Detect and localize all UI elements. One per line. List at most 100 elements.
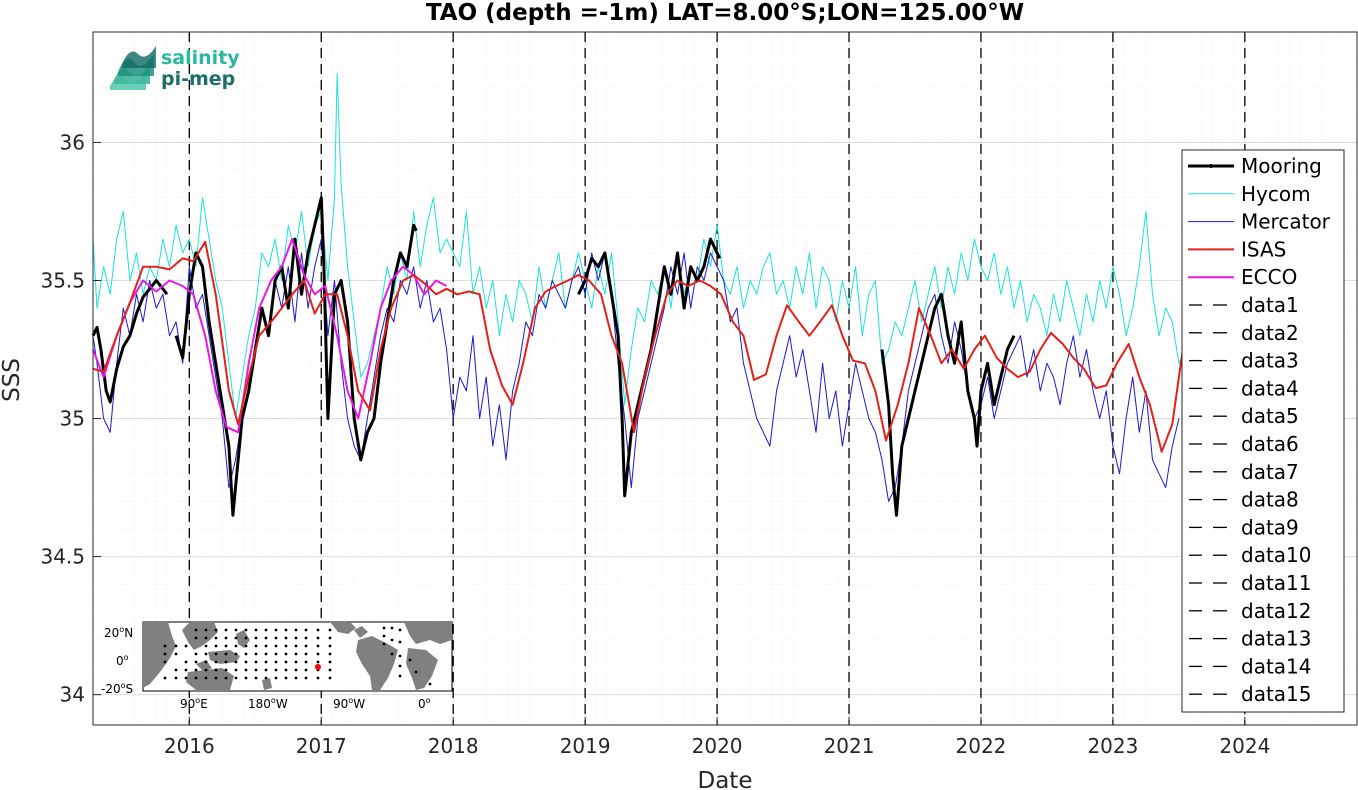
inset-map-station-dot (264, 676, 268, 680)
map-lon-label-90w-suffix: W (353, 697, 365, 711)
inset-map-station-dot (428, 682, 432, 686)
inset-map-station-dot (316, 628, 320, 632)
map-lon-label-0: 0o (418, 696, 431, 711)
inset-map-station-dot (244, 628, 248, 632)
series-line-hycom (92, 72, 1186, 419)
map-lon-label-0-value: 0 (418, 697, 426, 711)
legend-label: data4 (1241, 376, 1299, 400)
inset-map-station-dot (174, 668, 178, 672)
inset-map-station-dot (254, 636, 258, 640)
inset-map-station-dot (254, 660, 258, 664)
inset-map-station-dot (254, 628, 258, 632)
legend-item: data11 (1189, 571, 1312, 595)
inset-map-station-dot (184, 644, 188, 648)
inset-map-station-dot (224, 636, 228, 640)
inset-map-station-dot (224, 676, 228, 680)
inset-map-land (143, 622, 452, 690)
map-lat-label-0: 0o (116, 653, 129, 668)
map-lon-label-90e: 90oE (180, 696, 208, 711)
inset-map-station-dot (408, 658, 412, 662)
x-tick-label: 2021 (824, 734, 875, 758)
inset-map-station-dot (234, 660, 238, 664)
inset-map-station-dot (254, 676, 258, 680)
map-lat-label-20n-suffix: N (124, 626, 133, 640)
legend-item: ECCO (1188, 265, 1297, 289)
inset-map-station-dot (294, 668, 298, 672)
inset-map-stations (163, 626, 432, 686)
map-lat-label-20n-value: 20 (104, 626, 119, 640)
legend-item: Mooring (1188, 154, 1322, 178)
inset-map-station-dot (244, 652, 248, 656)
legend-item: data1 (1189, 293, 1299, 317)
legend-item: data13 (1189, 627, 1312, 651)
inset-map-station-dot (174, 644, 178, 648)
map-lon-label-180w-value: 180 (248, 697, 271, 711)
inset-map-station-dot (174, 652, 178, 656)
inset-map-station-dot (224, 652, 228, 656)
legend-label: data12 (1241, 599, 1312, 623)
inset-map-station-dot (304, 652, 308, 656)
inset-map-station-dot (264, 652, 268, 656)
legend-label: data13 (1241, 627, 1312, 651)
data-series (91, 72, 1186, 517)
inset-map-station-dot (274, 628, 278, 632)
legend-label: Hycom (1241, 182, 1311, 206)
legend-item: data14 (1189, 654, 1312, 678)
map-lon-label-90e-suffix: E (200, 697, 208, 711)
logo-waves-icon (110, 46, 156, 90)
inset-map-station-dot (304, 660, 308, 664)
map-lat-label-20n-sup: o (119, 625, 124, 634)
map-lat-label-20s-suffix: S (126, 682, 134, 696)
inset-map-station-dot (328, 660, 332, 664)
legend-item: data9 (1189, 515, 1299, 539)
map-lon-label-180w: 180oW (248, 696, 288, 711)
inset-map-station-dot (274, 636, 278, 640)
inset-map-station-dot (304, 644, 308, 648)
map-lat-label-20s-sup: o (121, 681, 126, 690)
inset-map-station-dot (234, 652, 238, 656)
inset-map-station-dot (304, 668, 308, 672)
inset-map-station-marker (315, 664, 321, 670)
inset-map-station-dot (214, 628, 218, 632)
inset-map-station-dot (224, 644, 228, 648)
chart-title: TAO (depth =-1m) LAT=8.00°S;LON=125.00°W (426, 0, 1024, 26)
x-tick-label: 2024 (1219, 734, 1270, 758)
legend-items: Mooring Hycom Mercator ISAS ECCO data1 data2 da… (1188, 154, 1331, 706)
series-line-mooring (174, 196, 326, 517)
legend-label: ISAS (1241, 237, 1286, 261)
inset-map-station-dot (234, 676, 238, 680)
inset-map-station-dot (316, 652, 320, 656)
logo-line2: pi-mep (161, 68, 235, 90)
series-line-mooring (322, 223, 418, 462)
inset-map-station-dot (398, 628, 402, 632)
inset-map-station-dot (204, 676, 208, 680)
inset-map-station-dot (284, 652, 288, 656)
inset-map-station-dot (244, 636, 248, 640)
legend-item: Hycom (1188, 182, 1311, 206)
legend-label: data8 (1241, 488, 1299, 512)
legend-label: data6 (1241, 432, 1299, 456)
inset-map-station-dot (244, 644, 248, 648)
legend-label: data1 (1241, 293, 1299, 317)
inset-map-station-dot (328, 652, 332, 656)
inset-map-station-dot (398, 640, 402, 644)
inset-map-station-dot (234, 644, 238, 648)
inset-map-station-dot (328, 644, 332, 648)
y-tick-label: 34 (60, 683, 85, 707)
inset-map-station-dot (194, 676, 198, 680)
inset-map-station-dot (224, 668, 228, 672)
inset-map-station-dot (328, 636, 332, 640)
inset-map-station-dot (274, 644, 278, 648)
inset-map: 20oN 0o -20oS 90oE 180oW 90oW 0o (101, 621, 453, 711)
x-tick-label: 2023 (1087, 734, 1138, 758)
inset-map-station-dot (244, 668, 248, 672)
map-lon-label-90w-sup: o (348, 696, 353, 705)
inset-map-station-dot (264, 636, 268, 640)
inset-map-station-dot (194, 628, 198, 632)
legend-item: ISAS (1188, 237, 1286, 261)
inset-map-station-dot (316, 644, 320, 648)
inset-map-station-dot (398, 664, 402, 668)
map-lon-label-90e-value: 90 (180, 697, 195, 711)
inset-map-station-dot (163, 644, 167, 648)
